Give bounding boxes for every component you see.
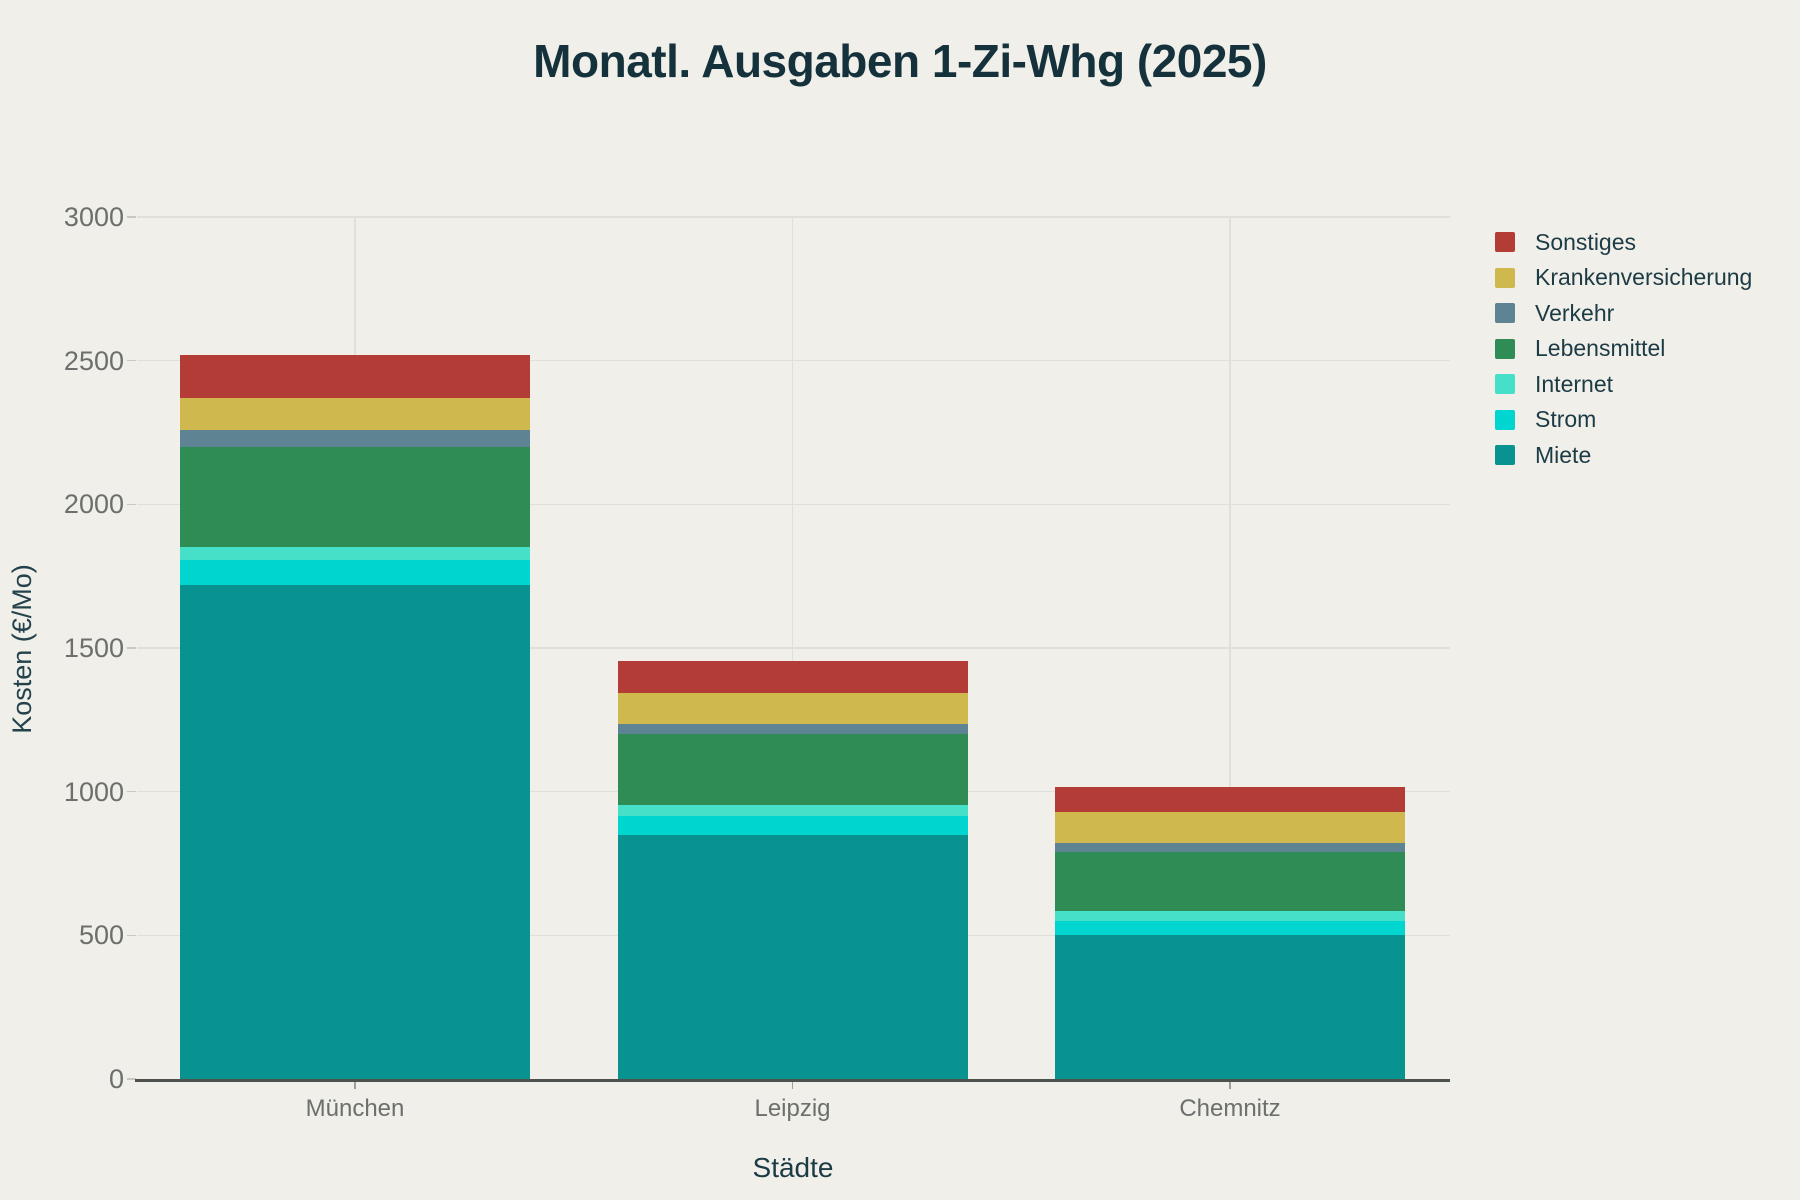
legend-item-strom[interactable]: Strom	[1495, 406, 1752, 432]
legend-item-lebensmittel[interactable]: Lebensmittel	[1495, 335, 1752, 361]
x-tick-label: München	[305, 1095, 405, 1122]
legend-label: Krankenversicherung	[1535, 264, 1753, 290]
legend-label: Internet	[1535, 370, 1613, 397]
x-tick-mark	[1229, 1082, 1231, 1089]
legend-label: Sonstiges	[1535, 228, 1637, 255]
x-tick-mark	[791, 1082, 794, 1089]
bar-segment-miete[interactable]	[180, 584, 530, 1079]
y-tick-mark	[127, 647, 136, 649]
bar-segment-miete[interactable]	[617, 834, 968, 1079]
legend-item-miete[interactable]: Miete	[1495, 442, 1752, 468]
legend-swatch-icon	[1495, 409, 1515, 430]
legend-swatch-icon	[1495, 267, 1515, 288]
y-tick-mark	[127, 1078, 136, 1080]
bar-segment-krankenversicherung[interactable]	[617, 692, 968, 725]
bar-segment-lebensmittel[interactable]	[180, 446, 530, 548]
bar-segment-strom[interactable]	[617, 816, 968, 835]
x-axis-line	[135, 1079, 1450, 1082]
gridline-horizontal	[137, 503, 1450, 506]
bar-segment-verkehr[interactable]	[180, 429, 530, 447]
y-tick-label: 2000	[63, 489, 124, 520]
bar-segment-internet[interactable]	[180, 547, 530, 561]
bar-segment-sonstiges[interactable]	[180, 354, 530, 398]
gridline-horizontal	[137, 647, 1450, 649]
bar-segment-sonstiges[interactable]	[1055, 787, 1405, 812]
y-tick-label: 0	[108, 1064, 124, 1094]
legend-item-verkehr[interactable]: Verkehr	[1495, 300, 1752, 326]
bar-segment-krankenversicherung[interactable]	[180, 398, 530, 430]
y-tick-label: 1000	[63, 776, 124, 807]
bar-segment-sonstiges[interactable]	[617, 660, 968, 693]
y-tick-mark	[127, 790, 136, 793]
x-tick-label: Chemnitz	[1179, 1095, 1281, 1122]
legend-swatch-icon	[1495, 338, 1515, 359]
y-tick-label: 2500	[63, 345, 124, 376]
y-tick-mark	[127, 216, 136, 218]
y-tick-label: 1500	[63, 633, 124, 663]
legend-swatch-icon	[1495, 303, 1515, 323]
bar-segment-lebensmittel[interactable]	[1055, 852, 1405, 911]
y-tick-label: 3000	[63, 202, 124, 232]
x-axis-title: Städte	[752, 1152, 834, 1183]
bar-segment-verkehr[interactable]	[1055, 843, 1405, 852]
legend: Sonstiges Krankenversicherung Verkehr Leben…	[1495, 229, 1752, 481]
legend-item-krankenversicherung[interactable]: Krankenversicherung	[1495, 264, 1752, 290]
bar-segment-miete[interactable]	[1055, 935, 1405, 1079]
legend-label: Miete	[1535, 441, 1592, 468]
legend-swatch-icon	[1495, 445, 1515, 465]
bar-segment-krankenversicherung[interactable]	[1055, 811, 1405, 844]
x-tick-mark	[354, 1082, 356, 1089]
legend-swatch-icon	[1495, 232, 1515, 252]
bar-segment-lebensmittel[interactable]	[617, 734, 968, 805]
bar-segment-strom[interactable]	[180, 560, 530, 585]
legend-label: Strom	[1535, 406, 1597, 432]
gridline-horizontal	[137, 216, 1450, 218]
y-tick-mark	[127, 503, 136, 506]
bar-segment-internet[interactable]	[1055, 910, 1405, 921]
bar-segment-verkehr[interactable]	[617, 724, 968, 735]
y-tick-label: 500	[78, 920, 124, 951]
chart-title: Monatl. Ausgaben 1-Zi-Whg (2025)	[533, 35, 1267, 87]
x-tick-label: Leipzig	[754, 1095, 831, 1122]
legend-item-sonstiges[interactable]: Sonstiges	[1495, 229, 1752, 255]
bar-segment-internet[interactable]	[617, 804, 968, 817]
bar-segment-strom[interactable]	[1055, 920, 1405, 936]
y-tick-mark	[127, 359, 136, 362]
legend-swatch-icon	[1495, 374, 1515, 394]
y-tick-mark	[127, 934, 136, 937]
legend-label: Verkehr	[1535, 299, 1615, 326]
legend-label: Lebensmittel	[1535, 335, 1666, 361]
gridline-horizontal	[137, 359, 1450, 362]
legend-item-internet[interactable]: Internet	[1495, 371, 1752, 397]
